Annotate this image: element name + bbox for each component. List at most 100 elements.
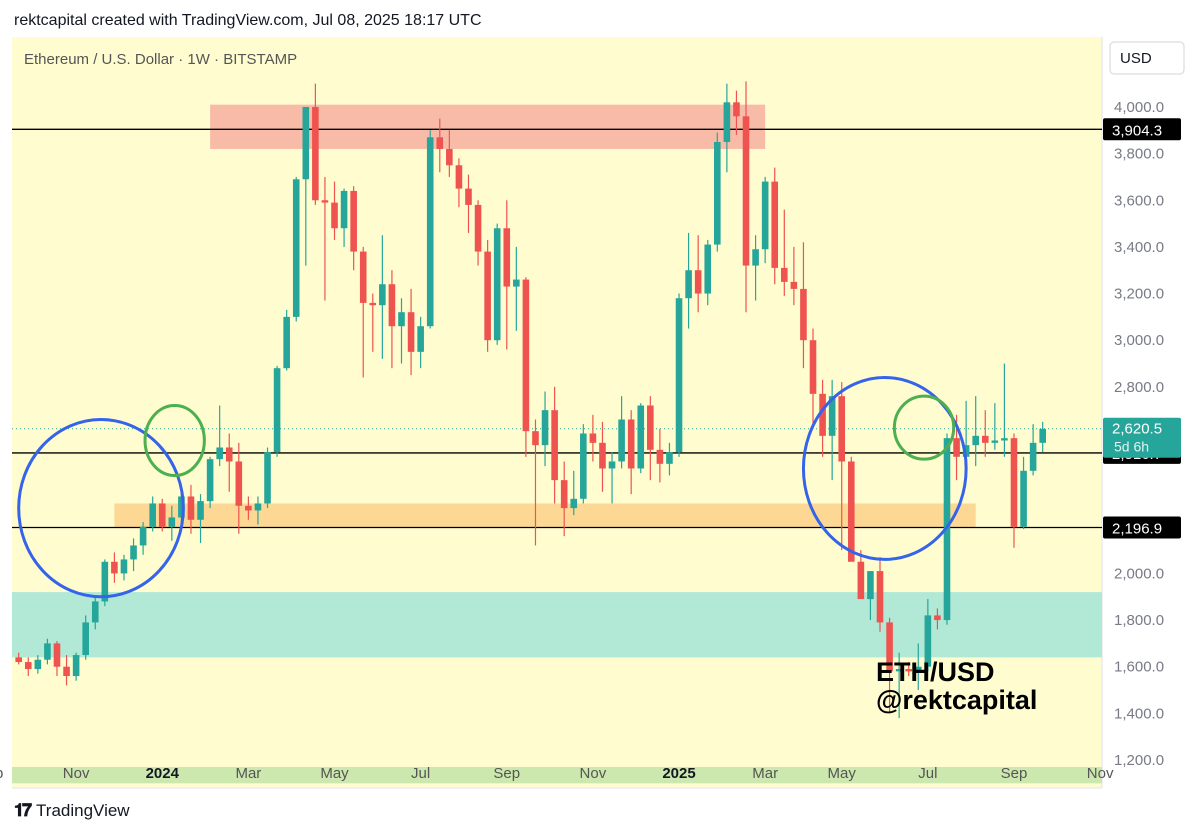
- candle-body: [934, 615, 941, 621]
- candle-body: [589, 433, 597, 443]
- candle-body: [886, 622, 893, 672]
- candle-body: [972, 435, 979, 446]
- candle: [312, 83, 319, 205]
- candle: [637, 403, 645, 474]
- candle: [340, 188, 348, 247]
- y-tick-label: 3,600.0: [1114, 192, 1164, 209]
- candle-body: [618, 419, 625, 462]
- candle-body: [733, 102, 740, 117]
- candle-body: [111, 561, 118, 574]
- candle: [742, 81, 750, 313]
- x-tick-label: Sep: [1001, 765, 1028, 782]
- candle: [647, 396, 654, 481]
- x-tick-label: Sep: [0, 765, 3, 782]
- candle: [111, 552, 118, 583]
- candle-body: [283, 316, 290, 369]
- candle: [627, 410, 635, 495]
- candle: [723, 83, 731, 173]
- candle-body: [570, 498, 578, 509]
- x-tick-label: Jul: [411, 765, 430, 782]
- demand-zone: [12, 592, 1102, 658]
- currency-button[interactable]: USD: [1109, 41, 1185, 75]
- candle-body: [235, 461, 243, 506]
- brand-name: TradingView: [36, 800, 130, 820]
- candle-body: [771, 181, 779, 268]
- candle-body: [168, 517, 176, 527]
- y-tick-label: 1,600.0: [1114, 659, 1164, 676]
- candle-body: [838, 396, 846, 462]
- candle-body: [455, 165, 463, 189]
- candle: [120, 554, 128, 581]
- candle: [800, 242, 807, 369]
- candle: [704, 239, 712, 306]
- candle-body: [647, 405, 654, 450]
- candle: [847, 456, 855, 562]
- x-tick-label: Mar: [235, 765, 261, 782]
- candle: [254, 496, 262, 525]
- candle: [63, 655, 70, 686]
- candle-body: [474, 204, 482, 252]
- candle-body: [847, 461, 855, 562]
- candle: [867, 571, 874, 621]
- candle: [532, 419, 539, 546]
- candle: [283, 309, 290, 371]
- candle-body: [666, 452, 673, 464]
- candle-body: [675, 298, 683, 453]
- x-tick-label: 2025: [662, 765, 695, 782]
- candle: [914, 643, 922, 691]
- candle: [560, 461, 568, 537]
- candle: [694, 235, 702, 313]
- bottom-zone: [12, 767, 1102, 784]
- candle-body: [446, 148, 453, 166]
- candle: [513, 246, 520, 331]
- candle: [216, 405, 223, 467]
- candle: [197, 494, 204, 544]
- candle: [857, 550, 865, 600]
- current-price-value: 2,620.5: [1112, 421, 1162, 438]
- candle: [436, 118, 444, 173]
- candle: [809, 328, 817, 429]
- candle-body: [350, 190, 357, 252]
- candle: [407, 288, 415, 376]
- annotation-circle[interactable]: [801, 376, 968, 561]
- watermark-pair: ETH/USD: [876, 657, 995, 687]
- candle: [15, 652, 22, 665]
- candle-body: [991, 440, 999, 443]
- candle-body: [436, 137, 444, 149]
- candle: [158, 498, 166, 532]
- candle-body: [321, 200, 329, 203]
- watermark-author: @rektcapital: [876, 685, 1037, 715]
- candle-body: [34, 659, 42, 670]
- annotation-circle[interactable]: [892, 394, 956, 461]
- annotation-circle[interactable]: [17, 417, 185, 599]
- candle-body: [53, 643, 61, 667]
- candle-body: [273, 368, 281, 453]
- candle: [331, 181, 338, 240]
- candle-body: [72, 655, 80, 677]
- candle: [139, 522, 147, 555]
- candle: [714, 132, 721, 252]
- candle-body: [149, 503, 156, 527]
- candle: [981, 410, 989, 457]
- candle: [130, 538, 137, 572]
- candle-body: [245, 505, 252, 511]
- y-tick-label: 1,400.0: [1114, 705, 1164, 722]
- x-tick-label: Nov: [63, 765, 90, 782]
- annotation-circle[interactable]: [143, 404, 206, 477]
- candle-body: [91, 601, 99, 623]
- candle: [1020, 456, 1027, 530]
- candle: [541, 391, 549, 467]
- candle-body: [359, 251, 367, 303]
- y-tick-label: 1,200.0: [1114, 752, 1164, 769]
- candle: [264, 447, 271, 509]
- candle-body: [723, 102, 731, 142]
- candle: [551, 386, 558, 504]
- x-tick-label: May: [320, 765, 349, 782]
- candle-body: [551, 410, 558, 481]
- candle-body: [513, 279, 520, 287]
- candle-body: [1029, 442, 1037, 471]
- currency-button-label[interactable]: USD: [1120, 50, 1152, 67]
- footer: 𝟏𝟕 TradingView: [14, 800, 130, 821]
- tradingview-logo-icon: 𝟏𝟕: [14, 800, 32, 820]
- candle: [886, 617, 893, 714]
